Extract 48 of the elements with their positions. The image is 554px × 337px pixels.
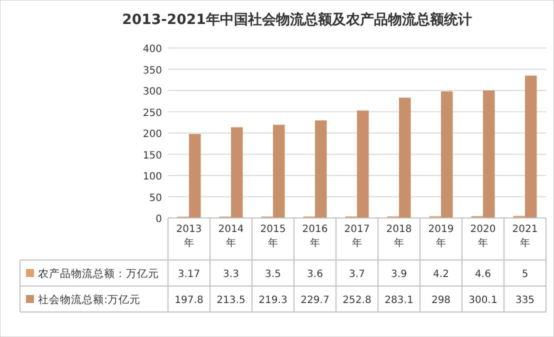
x-tick-label: 2020年 xyxy=(470,224,496,249)
data-label: 219.3 xyxy=(258,295,288,306)
bar xyxy=(483,90,495,218)
y-tick-label: 100 xyxy=(142,172,162,182)
bar xyxy=(525,76,537,218)
x-tick-label: 2015年 xyxy=(260,224,286,249)
data-label: 3.6 xyxy=(307,269,323,280)
chart-title: 2013-2021年中国社会物流总额及农产品物流总额统计 xyxy=(122,11,472,28)
data-label: 3.5 xyxy=(265,269,281,280)
data-label: 4.2 xyxy=(433,269,449,280)
data-label: 335 xyxy=(515,295,535,306)
data-label: 3.3 xyxy=(223,269,239,280)
bar xyxy=(315,120,327,218)
x-tick-label: 2016年 xyxy=(302,224,328,249)
y-tick-label: 150 xyxy=(142,150,162,162)
data-label: 298 xyxy=(431,295,451,306)
bar xyxy=(273,124,285,218)
data-label: 3.9 xyxy=(391,269,407,280)
data-label: 5 xyxy=(522,269,528,280)
x-tick-label: 2014年 xyxy=(218,224,244,249)
bar xyxy=(357,110,369,218)
y-tick-label: 0 xyxy=(156,214,162,225)
data-label: 283.1 xyxy=(384,295,414,306)
y-tick-label: 400 xyxy=(142,44,162,55)
data-label: 213.5 xyxy=(216,295,246,306)
legend-label: 农产品物流总额：万亿元 xyxy=(38,267,159,280)
y-tick-label: 200 xyxy=(142,129,162,140)
x-tick-label: 2021年 xyxy=(512,224,538,249)
bar xyxy=(231,127,243,218)
x-tick-label: 2017年 xyxy=(344,224,370,249)
bar xyxy=(441,91,453,218)
y-tick-label: 350 xyxy=(142,65,162,76)
y-tick-label: 250 xyxy=(142,108,162,119)
data-label: 252.8 xyxy=(342,295,372,306)
x-tick-label: 2019年 xyxy=(428,224,454,249)
data-label: 197.8 xyxy=(174,295,204,306)
bar xyxy=(189,134,201,218)
legend-label: 社会物流总额:万亿元 xyxy=(38,293,141,306)
x-tick-label: 2018年 xyxy=(386,224,412,249)
data-label: 3.7 xyxy=(349,269,365,280)
y-tick-label: 300 xyxy=(142,86,162,98)
data-label: 300.1 xyxy=(468,295,498,306)
data-label: 3.17 xyxy=(178,269,200,280)
y-tick-label: 50 xyxy=(149,192,162,204)
x-tick-label: 2013年 xyxy=(176,224,202,249)
data-label: 229.7 xyxy=(300,295,330,306)
data-label: 4.6 xyxy=(475,269,491,280)
bar xyxy=(399,98,411,218)
